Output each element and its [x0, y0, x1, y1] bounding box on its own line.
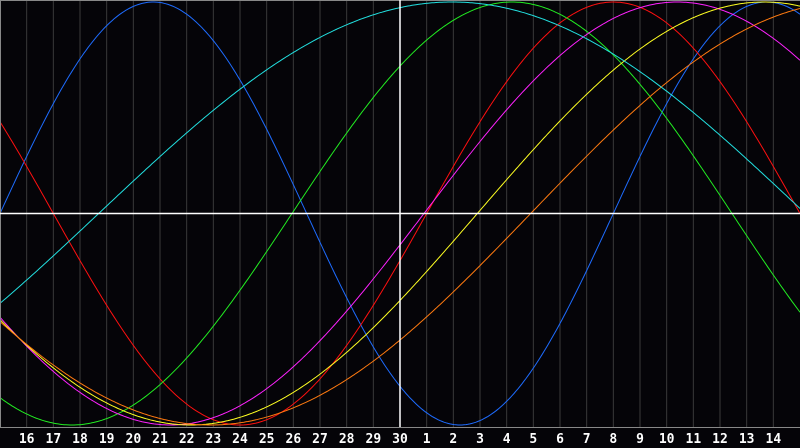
x-tick-label: 17: [46, 432, 62, 447]
x-tick-label: 19: [99, 432, 115, 447]
x-tick-label: 14: [766, 432, 782, 447]
x-tick-label: 21: [152, 432, 168, 447]
x-tick-label: 13: [739, 432, 755, 447]
x-tick-label: 9: [636, 432, 644, 447]
x-tick-label: 29: [366, 432, 382, 447]
x-tick-label: 2: [449, 432, 457, 447]
x-tick-label: 3: [476, 432, 484, 447]
x-tick-labels: 16 17 18 19 20 21 22 23 24 25 26 27 28 29 30 1 2 3 4 5 6 7 8 9 1…: [19, 432, 781, 447]
x-tick-label: 28: [339, 432, 355, 447]
x-tick-label: 23: [206, 432, 222, 447]
x-tick-label: 11: [686, 432, 702, 447]
x-tick-label: 18: [72, 432, 88, 447]
axes: [0, 0, 800, 428]
x-tick-label: 27: [312, 432, 328, 447]
x-tick-label: 4: [503, 432, 511, 447]
x-tick-label: 8: [609, 432, 617, 447]
x-tick-label: 16: [19, 432, 35, 447]
x-tick-label: 10: [659, 432, 675, 447]
x-tick-label: 20: [126, 432, 142, 447]
x-tick-label: 12: [712, 432, 728, 447]
x-tick-label: 24: [232, 432, 248, 447]
x-tick-label: 25: [259, 432, 275, 447]
x-tick-label: 26: [286, 432, 302, 447]
x-tick-label: 22: [179, 432, 195, 447]
x-tick-label: 1: [423, 432, 431, 447]
x-tick-label: 6: [556, 432, 564, 447]
x-tick-label: 30: [392, 432, 408, 447]
x-tick-label: 7: [583, 432, 591, 447]
x-tick-label: 5: [529, 432, 537, 447]
